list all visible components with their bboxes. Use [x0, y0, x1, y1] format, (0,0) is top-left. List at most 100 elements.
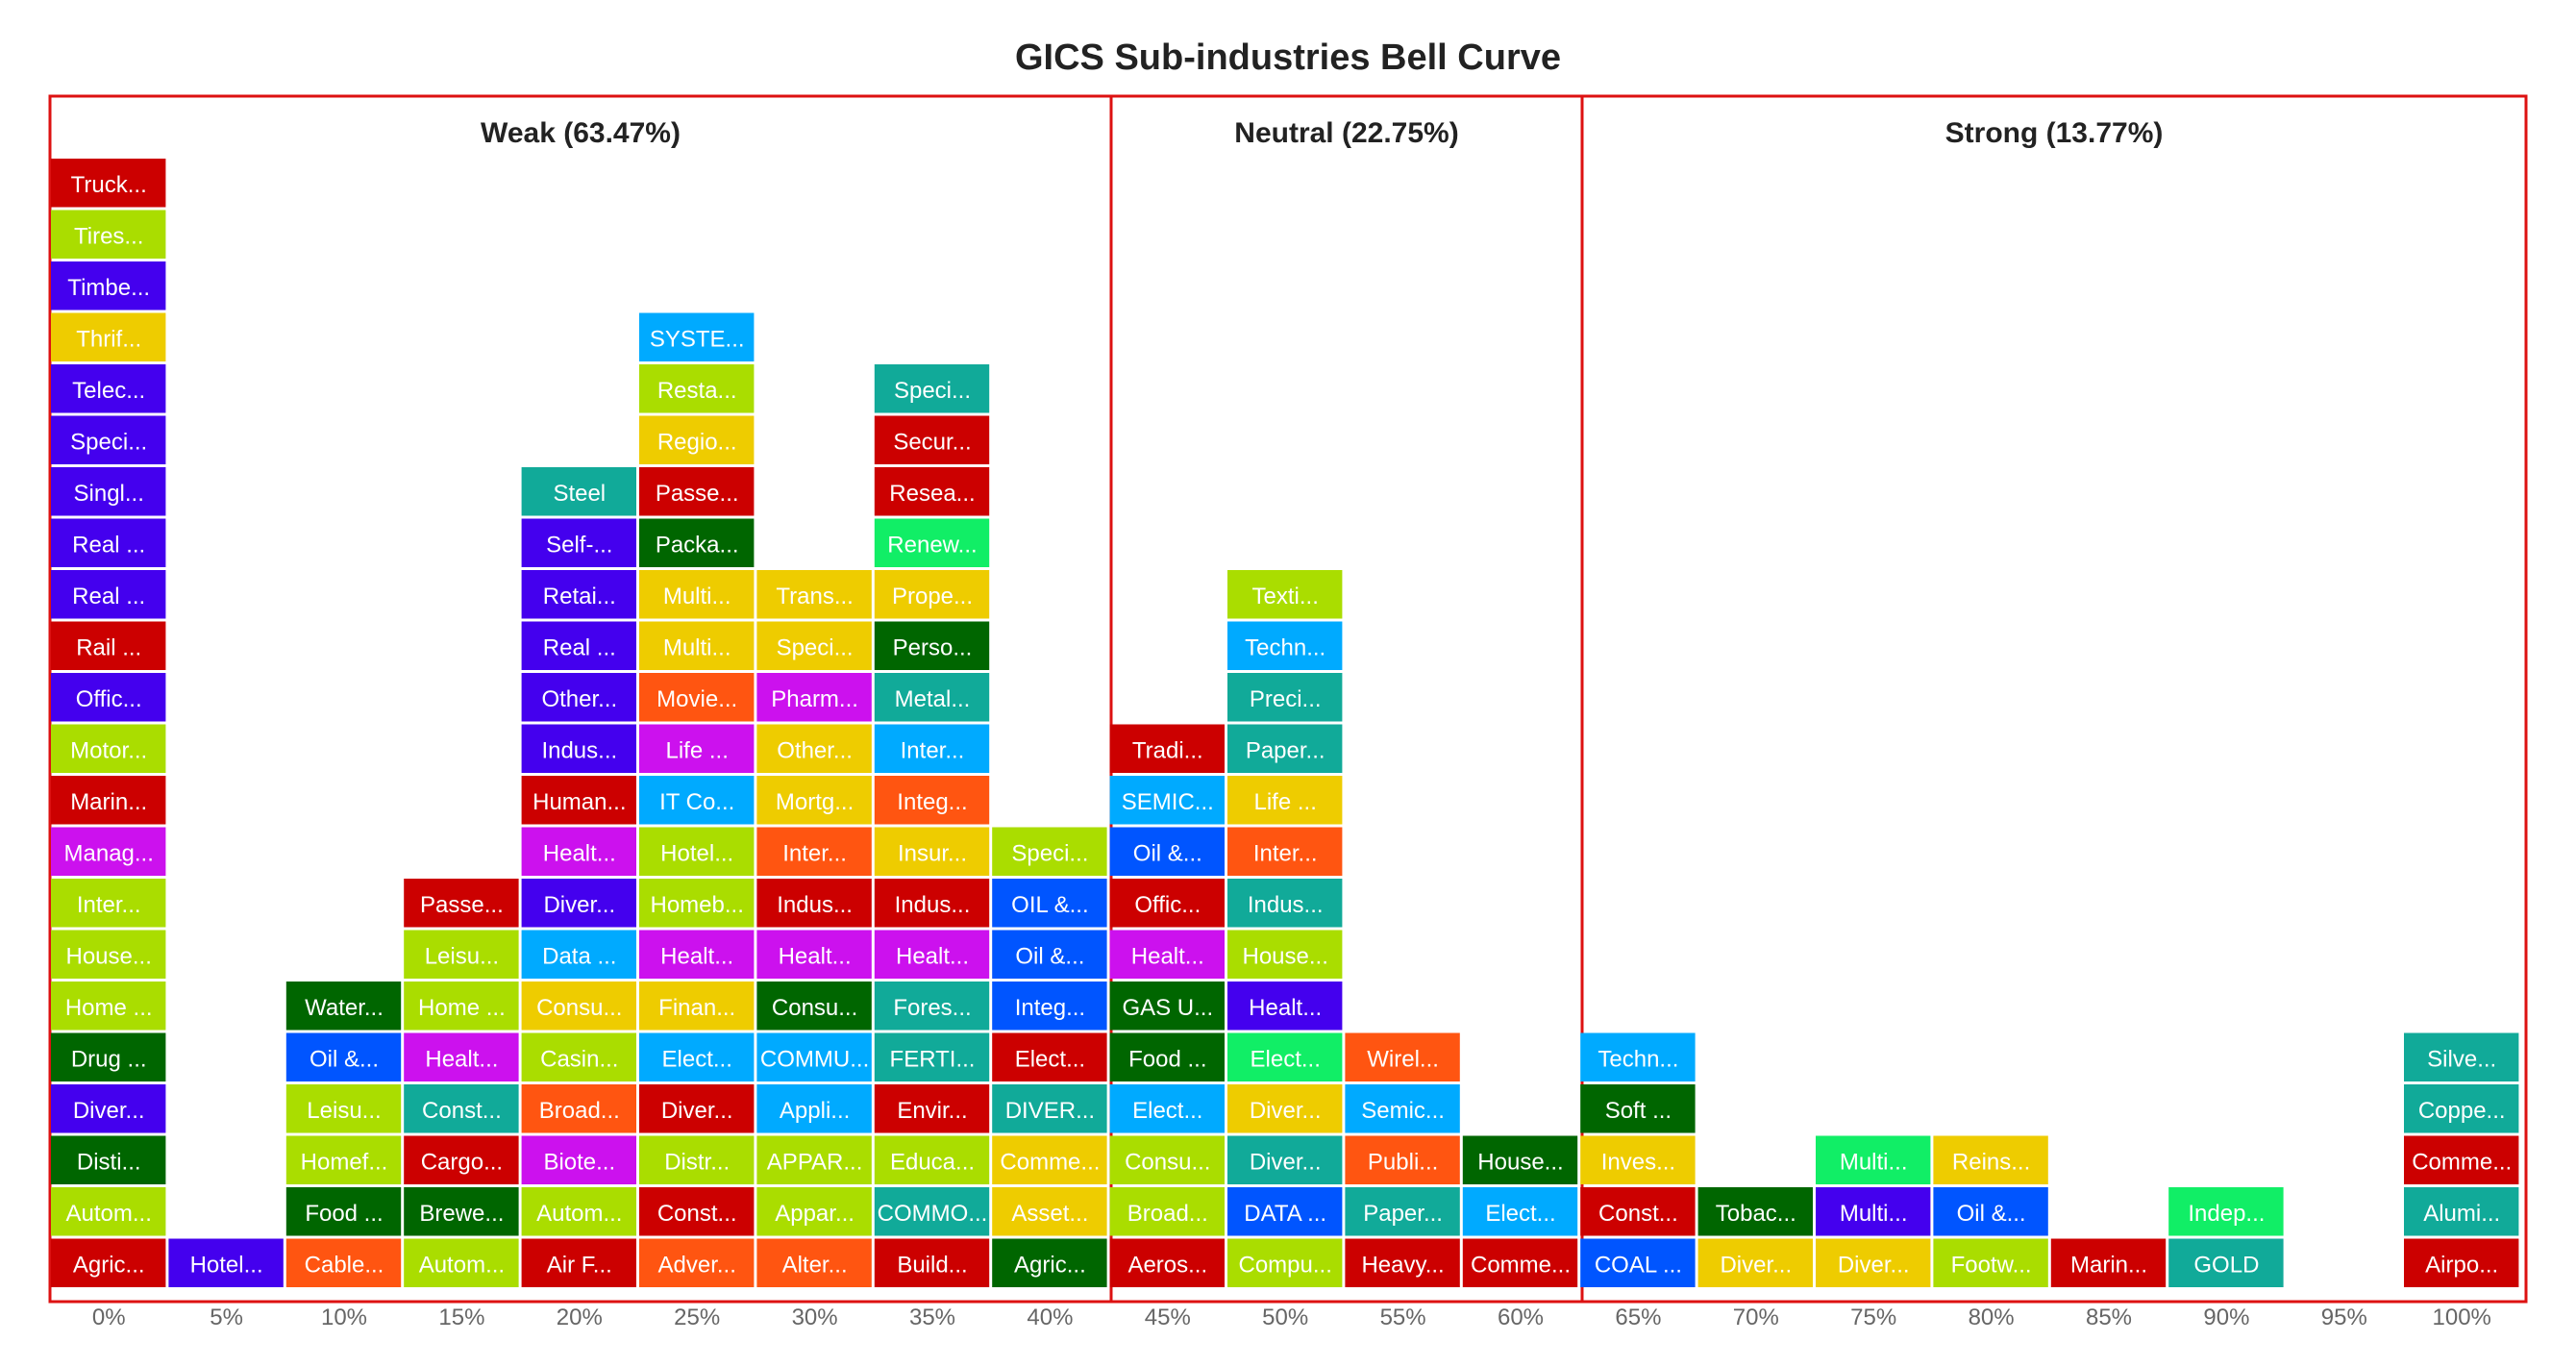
stack-cell [992, 879, 1107, 928]
cell-label: Integ... [897, 789, 967, 815]
stack-cell [51, 879, 166, 928]
stack-cell [404, 930, 519, 979]
cell-label: Appar... [775, 1201, 855, 1227]
cell-label: Marin... [70, 789, 147, 815]
stack-cell [1227, 673, 1343, 722]
stack-cell [874, 415, 990, 464]
stack-cell [51, 827, 166, 876]
cell-label: Thrif... [76, 326, 141, 352]
cell-label: Elect... [1132, 1098, 1202, 1124]
stack-cell [874, 1135, 990, 1184]
cell-label: Speci... [70, 429, 147, 455]
cell-label: Multi... [1840, 1201, 1908, 1227]
cell-group: Agric... Autom... Disti... Diver... Drug ...… [51, 159, 2519, 1287]
cell-label: COMMO... [878, 1201, 988, 1227]
stack-cell [756, 1084, 872, 1133]
stack-cell [51, 518, 166, 567]
stack-cell [404, 1032, 519, 1081]
x-tick-label: 100% [2433, 1305, 2491, 1330]
cell-label: Autom... [419, 1252, 505, 1278]
stack-cell [1580, 1135, 1696, 1184]
stack-cell [639, 1135, 755, 1184]
cell-label: Oil &... [310, 1046, 379, 1072]
cell-label: Insur... [898, 840, 967, 866]
cell-label: Diver... [1838, 1252, 1910, 1278]
x-tick-label: 90% [2203, 1305, 2249, 1330]
cell-label: Hotel... [190, 1252, 263, 1278]
cell-label: Diver... [73, 1098, 145, 1124]
cell-label: Adver... [658, 1252, 736, 1278]
cell-label: Drug ... [71, 1046, 147, 1072]
cell-label: Homef... [301, 1149, 388, 1175]
stack-cell [756, 930, 872, 979]
stack-cell [874, 518, 990, 567]
cell-label: Manag... [64, 840, 154, 866]
x-tick-label: 60% [1498, 1305, 1544, 1330]
cell-label: Regio... [657, 429, 737, 455]
cell-label: FERTI... [890, 1046, 976, 1072]
stack-cell [756, 982, 872, 1031]
cell-label: Life ... [1254, 789, 1317, 815]
x-tick-label: 95% [2321, 1305, 2367, 1330]
cell-label: Biote... [543, 1149, 615, 1175]
stack-cell [1697, 1238, 1813, 1287]
cell-label: Real ... [543, 634, 616, 660]
stack-cell [1345, 1032, 1460, 1081]
stack-cell [992, 827, 1107, 876]
cell-label: House... [1477, 1149, 1563, 1175]
cell-label: Diver... [661, 1098, 733, 1124]
stack-cell [51, 930, 166, 979]
cell-label: Consu... [536, 995, 622, 1021]
cell-label: Trans... [776, 584, 853, 609]
stack-cell [1816, 1238, 1931, 1287]
stack-cell [521, 724, 636, 773]
stack-cell [404, 1084, 519, 1133]
stack-cell [1462, 1187, 1578, 1236]
stack-cell [51, 673, 166, 722]
cell-label: Indus... [541, 737, 617, 763]
stack-cell [639, 415, 755, 464]
x-tick-label: 30% [792, 1305, 838, 1330]
cell-label: Wirel... [1367, 1046, 1439, 1072]
cell-label: Inves... [1601, 1149, 1675, 1175]
stack-cell [285, 1032, 402, 1081]
stack-cell [1109, 724, 1225, 773]
stack-cell [1345, 1187, 1460, 1236]
cell-label: Envir... [897, 1098, 967, 1124]
x-tick-label: 65% [1615, 1305, 1661, 1330]
cell-label: Elect... [1251, 1046, 1321, 1072]
cell-label: Const... [657, 1201, 737, 1227]
stack-cell [1227, 879, 1343, 928]
cell-label: GOLD [2193, 1252, 2259, 1278]
cell-label: Marin... [2070, 1252, 2147, 1278]
stack-cell [1933, 1187, 2048, 1236]
stack-cell [1109, 776, 1225, 825]
stack-cell [874, 827, 990, 876]
stack-cell [1227, 1187, 1343, 1236]
cell-label: Brewe... [419, 1201, 504, 1227]
stack-cell [51, 1135, 166, 1184]
stack-cell [1227, 1084, 1343, 1133]
zone-label: Weak (63.47%) [481, 117, 681, 149]
cell-label: Consu... [772, 995, 857, 1021]
stack-cell [639, 930, 755, 979]
cell-label: Inter... [1253, 840, 1318, 866]
stack-cell [1109, 1135, 1225, 1184]
stack-cell [285, 1135, 402, 1184]
stack-cell [404, 1187, 519, 1236]
stack-cell [2168, 1187, 2284, 1236]
cell-label: Retai... [543, 584, 616, 609]
stack-cell [639, 982, 755, 1031]
stack-cell [874, 570, 990, 619]
cell-label: Disti... [77, 1149, 141, 1175]
stack-cell [2168, 1238, 2284, 1287]
cell-label: Paper... [1363, 1201, 1443, 1227]
cell-label: Finan... [658, 995, 735, 1021]
cell-label: OIL &... [1011, 892, 1088, 918]
cell-label: Publi... [1368, 1149, 1438, 1175]
cell-label: Indus... [1248, 892, 1324, 918]
stack-cell [1345, 1084, 1460, 1133]
cell-label: Techn... [1245, 634, 1325, 660]
zone-group: Weak (63.47%) Neutral (22.75%) Strong (13.… [48, 94, 2528, 1304]
cell-label: Cargo... [421, 1149, 503, 1175]
